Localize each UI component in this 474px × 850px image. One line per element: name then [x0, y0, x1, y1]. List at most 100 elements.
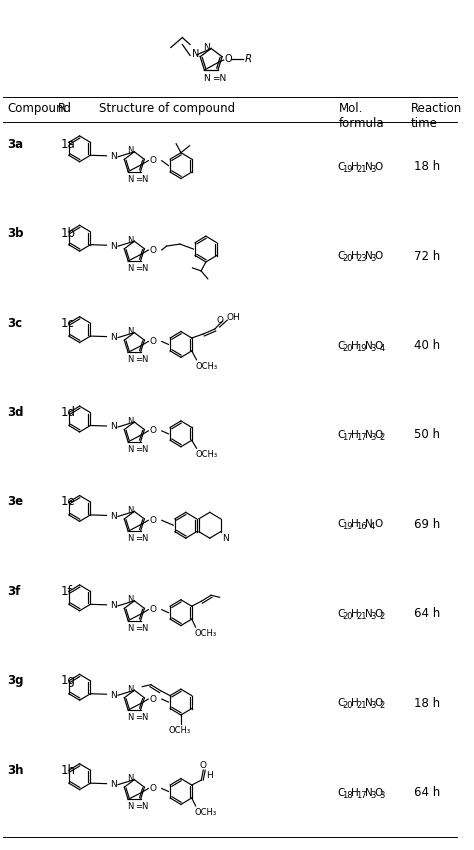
Text: 20: 20	[342, 701, 353, 710]
Text: O: O	[149, 156, 156, 165]
Text: C: C	[337, 519, 344, 530]
Text: C: C	[337, 609, 344, 619]
Text: N: N	[128, 534, 134, 543]
Text: Reaction
time: Reaction time	[411, 102, 462, 130]
Text: 3: 3	[380, 790, 385, 800]
Text: H: H	[351, 162, 359, 172]
Text: N: N	[110, 241, 117, 251]
Text: 3e: 3e	[8, 496, 24, 508]
Text: 4: 4	[380, 343, 385, 353]
Text: N: N	[127, 416, 133, 426]
Text: =N: =N	[135, 713, 149, 722]
Text: 18 h: 18 h	[414, 160, 440, 173]
Text: 23: 23	[356, 254, 367, 264]
Text: 2: 2	[380, 433, 385, 442]
Text: R: R	[57, 102, 65, 115]
Text: 3a: 3a	[8, 138, 24, 150]
Text: C: C	[337, 430, 344, 440]
Text: O: O	[149, 427, 156, 435]
Text: N: N	[365, 788, 373, 797]
Text: N: N	[110, 780, 117, 789]
Text: 19: 19	[342, 523, 353, 531]
Text: N: N	[127, 506, 133, 515]
Text: C: C	[337, 698, 344, 708]
Text: N: N	[127, 685, 133, 694]
Text: N: N	[365, 430, 373, 440]
Text: Mol.
formula: Mol. formula	[339, 102, 384, 130]
Text: 1g: 1g	[60, 674, 75, 688]
Text: O: O	[149, 337, 156, 346]
Text: N: N	[110, 333, 117, 342]
Text: =N: =N	[135, 802, 149, 812]
Text: 3: 3	[370, 612, 375, 620]
Text: N: N	[127, 774, 133, 783]
Text: N: N	[222, 534, 229, 542]
Text: 20: 20	[342, 612, 353, 620]
Text: 3: 3	[370, 433, 375, 442]
Text: 2: 2	[380, 701, 385, 710]
Text: 3d: 3d	[8, 406, 24, 419]
Text: H: H	[351, 609, 359, 619]
Text: 18: 18	[342, 790, 353, 800]
Text: OCH₃: OCH₃	[196, 450, 218, 459]
Text: N: N	[128, 174, 134, 184]
Text: O: O	[374, 519, 383, 530]
Text: OCH₃: OCH₃	[195, 629, 217, 638]
Text: 18 h: 18 h	[414, 697, 440, 710]
Text: 1d: 1d	[60, 406, 75, 419]
Text: =N: =N	[212, 74, 227, 83]
Text: N: N	[203, 43, 210, 52]
Text: N: N	[127, 595, 133, 604]
Text: 3: 3	[370, 165, 375, 173]
Text: H: H	[351, 251, 359, 261]
Text: O: O	[225, 54, 232, 64]
Text: N: N	[365, 162, 373, 172]
Text: Compound: Compound	[8, 102, 72, 115]
Text: N: N	[365, 698, 373, 708]
Text: 21: 21	[356, 612, 367, 620]
Text: N: N	[110, 422, 117, 432]
Text: 19: 19	[356, 343, 367, 353]
Text: N: N	[365, 251, 373, 261]
Text: N: N	[365, 519, 373, 530]
Text: N: N	[127, 327, 133, 336]
Text: 16: 16	[356, 523, 367, 531]
Text: OCH₃: OCH₃	[195, 808, 217, 817]
Text: 3b: 3b	[8, 227, 24, 241]
Text: 17: 17	[356, 433, 367, 442]
Text: 1h: 1h	[60, 764, 75, 777]
Text: N: N	[110, 691, 117, 700]
Text: 21: 21	[356, 165, 367, 173]
Text: 17: 17	[356, 790, 367, 800]
Text: OCH₃: OCH₃	[169, 726, 191, 735]
Text: 2: 2	[380, 612, 385, 620]
Text: C: C	[337, 162, 344, 172]
Text: 64 h: 64 h	[414, 607, 440, 620]
Text: 20: 20	[342, 343, 353, 353]
Text: 4: 4	[370, 523, 375, 531]
Text: O: O	[374, 162, 383, 172]
Text: H: H	[351, 341, 359, 350]
Text: =N: =N	[135, 624, 149, 632]
Text: 3: 3	[370, 254, 375, 264]
Text: H: H	[351, 430, 359, 440]
Text: OCH₃: OCH₃	[196, 362, 218, 371]
Text: 21: 21	[356, 701, 367, 710]
Text: 1e: 1e	[60, 496, 75, 508]
Text: C: C	[337, 251, 344, 261]
Text: H: H	[351, 519, 359, 530]
Text: 3: 3	[370, 790, 375, 800]
Text: 69 h: 69 h	[414, 518, 440, 531]
Text: 17: 17	[342, 433, 353, 442]
Text: 3f: 3f	[8, 585, 21, 598]
Text: N: N	[128, 713, 134, 722]
Text: 3g: 3g	[8, 674, 24, 688]
Text: N: N	[128, 445, 134, 454]
Text: 1c: 1c	[60, 317, 74, 330]
Text: N: N	[128, 802, 134, 812]
Text: O: O	[217, 316, 224, 325]
Text: =N: =N	[135, 174, 149, 184]
Text: 20: 20	[342, 254, 353, 264]
Text: 50 h: 50 h	[414, 428, 440, 441]
Text: C: C	[337, 788, 344, 797]
